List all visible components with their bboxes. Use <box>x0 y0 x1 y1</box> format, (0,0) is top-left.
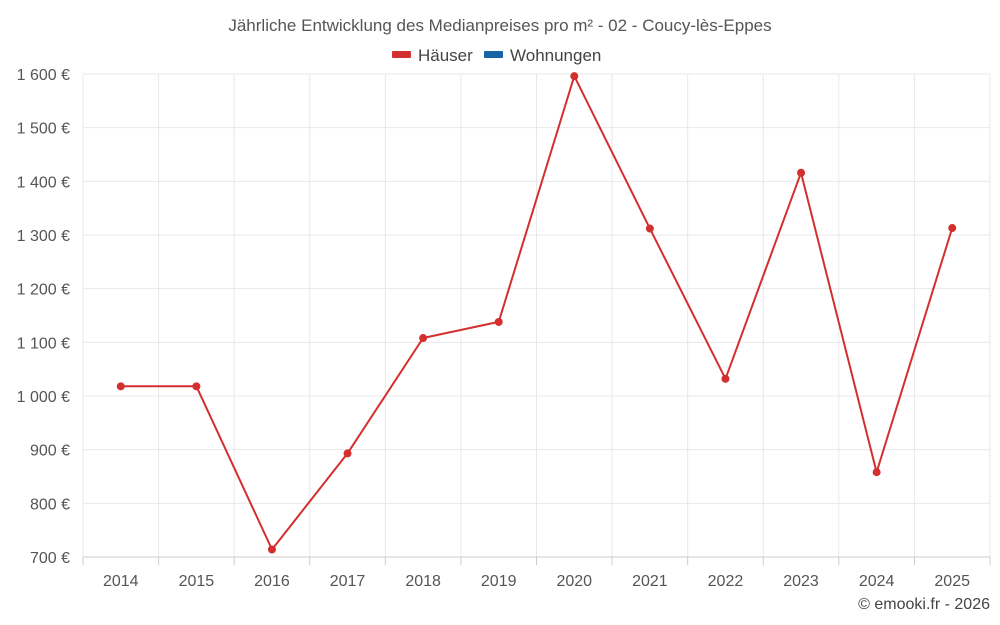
x-tick-label: 2017 <box>330 573 366 590</box>
data-point[interactable] <box>419 334 428 343</box>
x-tick-label: 2022 <box>708 573 744 590</box>
x-tick-label: 2018 <box>405 573 441 590</box>
x-tick-label: 2014 <box>103 573 139 590</box>
x-tick-label: 2020 <box>556 573 592 590</box>
data-point[interactable] <box>570 72 579 81</box>
legend-swatch-wohnungen <box>484 51 503 58</box>
legend: Häuser Wohnungen <box>392 46 601 65</box>
x-tick-label: 2023 <box>783 573 819 590</box>
y-tick-label: 1 500 € <box>17 121 70 138</box>
x-tick-label: 2015 <box>179 573 215 590</box>
data-point[interactable] <box>343 449 352 458</box>
y-tick-label: 1 600 € <box>17 67 70 84</box>
data-point[interactable] <box>721 374 730 383</box>
x-axis-ticks <box>82 557 991 565</box>
legend-label-haeuser[interactable]: Häuser <box>418 46 473 65</box>
data-point[interactable] <box>645 224 654 233</box>
series-line-0 <box>120 75 954 551</box>
x-gridlines <box>82 74 991 557</box>
y-tick-label: 900 € <box>30 443 70 460</box>
x-tick-label: 2019 <box>481 573 517 590</box>
legend-label-wohnungen[interactable]: Wohnungen <box>510 46 601 65</box>
x-axis-labels: 2014 2015 2016 2017 2018 2019 2020 2021 2022 2023… <box>103 573 970 590</box>
x-tick-label: 2021 <box>632 573 668 590</box>
data-point[interactable] <box>116 382 125 391</box>
y-tick-label: 1 200 € <box>17 282 70 299</box>
chart-title: Jährliche Entwicklung des Medianpreises … <box>228 16 771 35</box>
x-tick-label: 2024 <box>859 573 895 590</box>
x-tick-label: 2016 <box>254 573 290 590</box>
data-point[interactable] <box>267 545 276 554</box>
legend-swatch-haeuser <box>392 51 411 58</box>
y-tick-label: 1 100 € <box>17 335 70 352</box>
y-tick-label: 800 € <box>30 496 70 513</box>
data-point[interactable] <box>797 168 806 177</box>
data-point[interactable] <box>948 224 957 233</box>
y-tick-label: 1 300 € <box>17 228 70 245</box>
y-tick-label: 1 000 € <box>17 389 70 406</box>
data-point[interactable] <box>192 382 201 391</box>
x-tick-label: 2025 <box>934 573 970 590</box>
y-tick-label: 1 400 € <box>17 174 70 191</box>
data-point[interactable] <box>494 317 503 326</box>
series-layer <box>116 72 957 554</box>
y-axis-labels: 700 € 800 € 900 € 1 000 € 1 100 € 1 200 € 1 30… <box>17 67 70 567</box>
y-tick-label: 700 € <box>30 550 70 567</box>
data-point[interactable] <box>872 468 881 477</box>
credit-text: © emooki.fr - 2026 <box>858 596 990 613</box>
